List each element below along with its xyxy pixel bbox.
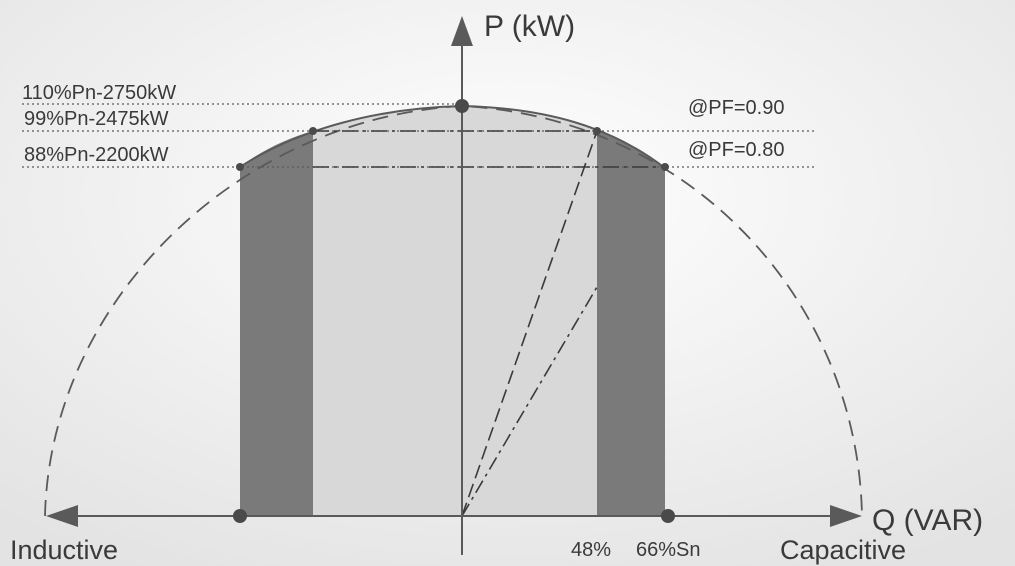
level-label-110: 110%Pn-2750kW [22,82,176,104]
capacitive-label: Capacitive [780,535,906,565]
capacitive-band [597,131,665,516]
marker-q-right [661,509,675,523]
marker-88-right [661,163,669,171]
q-marker-66sn: 66%Sn [636,539,701,561]
level-label-88: 88%Pn-2200kW [24,144,169,166]
pf-label-080: @PF=0.80 [688,139,784,161]
q-axis-arrow-left [46,505,78,527]
inductive-band [240,131,313,516]
operating-region-light [240,106,665,516]
marker-110 [455,99,469,113]
q-marker-48: 48% [571,539,611,561]
p-axis-arrow [451,16,473,46]
marker-99-left [309,127,317,135]
pf-ray-080 [461,286,598,517]
marker-88-left [236,163,244,171]
marker-99-right [593,127,601,135]
pf-ray-090 [461,130,598,517]
q-axis-label: Q (VAR) [872,504,983,537]
level-label-99: 99%Pn-2475kW [24,108,169,130]
p-axis-label: P (kW) [484,10,575,43]
pf-label-090: @PF=0.90 [688,97,784,119]
q-axis-arrow-right [830,505,862,527]
marker-q-left [233,509,247,523]
inductive-label: Inductive [10,535,118,565]
